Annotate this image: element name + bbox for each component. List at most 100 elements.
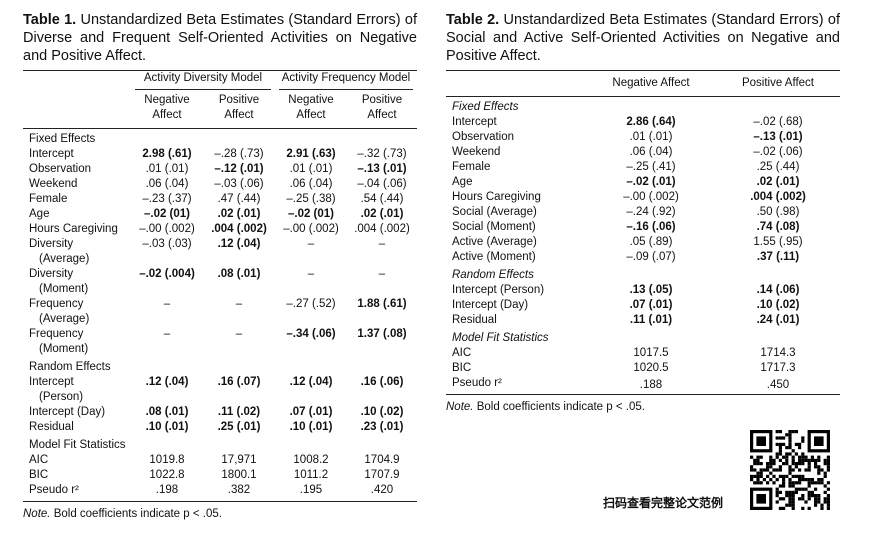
- table1-row-label: Frequency (Moment): [23, 327, 131, 357]
- table1-row: Female –.23 (.37) .47 (.44) –.25 (.38) .54 (…: [23, 192, 417, 207]
- table2-cell: .13 (.05): [629, 284, 673, 296]
- table2-cell: 1020.5: [633, 362, 669, 374]
- table2-row-label: Pseudo r²: [446, 376, 586, 395]
- table1-cell: –: [378, 238, 386, 250]
- table1-row-label: Diversity (Average): [23, 237, 131, 267]
- table2-row-label: Weekend: [452, 146, 501, 158]
- table2-section-row: Model Fit Statistics: [446, 328, 840, 346]
- table2-cell: .24 (.01): [756, 314, 800, 326]
- table1-title: Table 1. Unstandardized Beta Estimates (…: [23, 11, 417, 65]
- table1-corner-2: [23, 90, 131, 129]
- table1-cell: –: [235, 328, 243, 340]
- table1-cell: .08 (.01): [145, 406, 189, 418]
- table2-cell: .05 (.89): [629, 236, 673, 248]
- table2-row-label: Intercept: [452, 116, 497, 128]
- table2-cell: .74 (.08): [756, 221, 800, 233]
- table1-cell: –.00 (.002): [139, 223, 195, 235]
- table2-row: Observation .01 (.01) –.13 (.01): [446, 130, 840, 145]
- table1-cell: .47 (.44): [217, 193, 261, 205]
- table1-row-label: AIC: [23, 453, 131, 468]
- table1-cell: –: [378, 268, 386, 280]
- table1-cell: –.02 (01): [143, 208, 191, 220]
- table1-cell: 2.98 (.61): [142, 148, 192, 160]
- table1-row-label-line: Weekend: [29, 178, 78, 190]
- table2-row-label: AIC: [452, 347, 472, 359]
- table2: Negative Affect Positive Affect Fixed Effe…: [446, 70, 840, 395]
- table2-cell: .188: [586, 376, 716, 395]
- table1-group-header: Activity Frequency Model: [275, 70, 417, 90]
- table1-cell: 1704.9: [364, 454, 400, 466]
- table1-row-label-line: AIC: [29, 454, 49, 466]
- table1-row-label-line: Observation: [29, 163, 92, 175]
- table1-row: Pseudo r² .198.382.195.420: [23, 483, 417, 502]
- table2-cell: .450: [716, 376, 840, 395]
- table1-cell: .02 (.01): [360, 208, 404, 220]
- table2-cell: –.16 (.06): [626, 221, 676, 233]
- table1-cell: –.32 (.73): [357, 148, 407, 160]
- qr-code-image[interactable]: [750, 430, 830, 510]
- table1-cell: –.28 (.73): [214, 148, 264, 160]
- table1-cell: .08 (.01): [217, 268, 261, 280]
- table1-cell: .07 (.01): [289, 406, 333, 418]
- table2-section-row: Random Effects: [446, 265, 840, 283]
- table1-note: Note. Bold coefficients indicate p < .05…: [23, 508, 417, 520]
- table1-cell: 1.37 (.08): [357, 328, 407, 340]
- table1-section-label: Fixed Effects: [29, 133, 96, 145]
- table1-row: Intercept (Person) .12 (.04) .16 (.07) .12 (…: [23, 375, 417, 405]
- table1-cell: –.03 (.06): [214, 178, 264, 190]
- table2-note: Note. Bold coefficients indicate p < .05…: [446, 401, 840, 413]
- table1-cell: .382: [203, 483, 275, 502]
- table2-cell: –.25 (.41): [626, 161, 676, 173]
- table1-cell: 1800.1: [221, 469, 257, 481]
- table2-row: Active (Moment) –.09 (.07) .37 (.11): [446, 250, 840, 265]
- table1-row-label-line: (Average): [39, 313, 90, 325]
- table1-row-label: Diversity (Moment): [23, 267, 131, 297]
- table1-section-label: Model Fit Statistics: [29, 439, 126, 451]
- table2-row: Female –.25 (.41) .25 (.44): [446, 160, 840, 175]
- table2-row: Intercept (Day) .07 (.01) .10 (.02): [446, 298, 840, 313]
- table2-cell: –.13 (.01): [753, 131, 803, 143]
- table2-cell: .11 (.01): [629, 314, 673, 326]
- table1-cell: –.12 (.01): [214, 163, 264, 175]
- table1-row: Intercept 2.98 (.61) –.28 (.73) 2.91 (.63) –…: [23, 147, 417, 162]
- table2-row-label: Social (Average): [452, 206, 537, 218]
- table1-row: Diversity (Moment) –.02 (.004) .08 (.01) – –: [23, 267, 417, 297]
- table2-section-row: Fixed Effects: [446, 97, 840, 116]
- table1-row: Frequency (Moment) – – –.34 (.06) 1.37 (.08): [23, 327, 417, 357]
- table1-cell: .54 (.44): [360, 193, 404, 205]
- table1-cell: 1008.2: [293, 454, 329, 466]
- table1-row-label-line: Female: [29, 193, 68, 205]
- table2-cell: .06 (.04): [629, 146, 673, 158]
- table2-cell: 1717.3: [760, 362, 796, 374]
- table1-section-row: Fixed Effects: [23, 129, 417, 148]
- table1-cell: .16 (.06): [360, 376, 404, 388]
- table2-cell: –.02 (.01): [626, 176, 676, 188]
- table2-row: Age –.02 (.01) .02 (.01): [446, 175, 840, 190]
- table1-cell: .06 (.04): [289, 178, 333, 190]
- table1-cell: .12 (.04): [145, 376, 189, 388]
- table1-cell: .198: [131, 483, 203, 502]
- table1-col-header-row: Negative Affect Positive Affect Negative Affe…: [23, 90, 417, 129]
- table1-cell: –.02 (.004): [139, 268, 195, 280]
- table1-cell: 1019.8: [149, 454, 185, 466]
- table1-title-text: Unstandardized Beta Estimates (Standard …: [23, 12, 418, 64]
- table1-section-label: Random Effects: [29, 361, 111, 373]
- table1-col-header-line: Positive: [218, 94, 260, 106]
- table1-row-label-line: Diversity: [29, 238, 74, 250]
- table1-cell: –.04 (.06): [357, 178, 407, 190]
- table1-cell: .11 (.02): [217, 406, 261, 418]
- table1-row-label: Frequency (Average): [23, 297, 131, 327]
- table1: Activity Diversity Model Activity Frequen…: [23, 70, 417, 502]
- table1-section-row: Model Fit Statistics: [23, 435, 417, 453]
- table2-col-header: Positive Affect: [716, 70, 840, 97]
- table2-note-label: Note.: [446, 401, 474, 413]
- table2-title-text: Unstandardized Beta Estimates (Standard …: [446, 12, 841, 64]
- table2-col-header-row: Negative Affect Positive Affect: [446, 70, 840, 97]
- table1-cell: 17,971: [221, 454, 257, 466]
- table2-row-label: Active (Moment): [452, 251, 536, 263]
- table1-section-row: Random Effects: [23, 357, 417, 375]
- qr-caption: 扫码查看完整论文范例: [603, 496, 724, 510]
- table1-row: Intercept (Day) .08 (.01) .11 (.02) .07 (.0…: [23, 405, 417, 420]
- table2-row-label: Residual: [452, 314, 497, 326]
- table1-row-label-line: Intercept: [29, 148, 74, 160]
